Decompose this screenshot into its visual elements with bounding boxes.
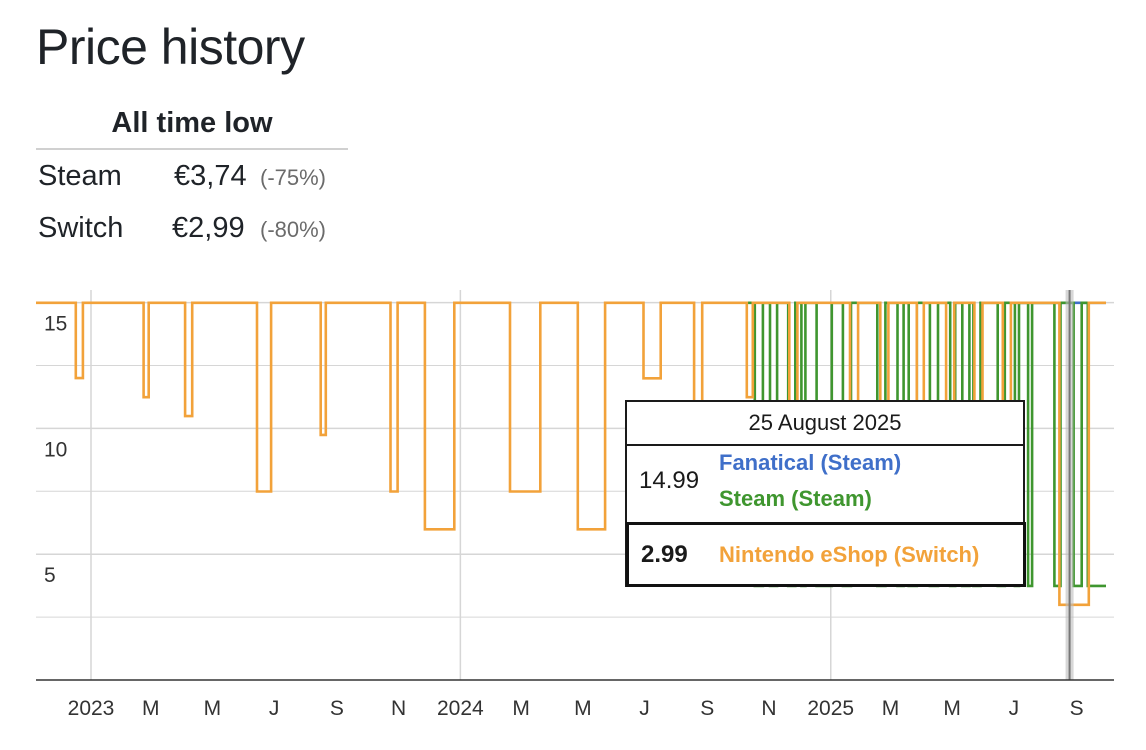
x-tick-label: 2025 (807, 697, 854, 720)
x-tick-label: M (882, 697, 900, 720)
y-tick-label: 10 (44, 438, 67, 461)
atl-platform: Switch (38, 212, 124, 244)
x-tick-label: N (761, 697, 776, 720)
cursor-layer (1065, 290, 1074, 680)
tooltip-store-steam: Steam (Steam) (719, 486, 872, 511)
x-tick-label: J (269, 697, 280, 720)
tooltip-group-highlighted: 2.99 Nintendo eShop (Switch) (626, 522, 1026, 587)
y-tick-label: 15 (44, 313, 67, 336)
all-time-low-heading: All time low (36, 103, 348, 150)
tooltip-store-nintendo: Nintendo eShop (Switch) (719, 542, 980, 567)
tooltip-group: 14.99 Fanatical (Steam) Steam (Steam) (627, 446, 1023, 520)
x-tick-label: M (574, 697, 592, 720)
x-tick-label: S (700, 697, 714, 720)
page-title: Price history (36, 19, 305, 75)
atl-row-switch: Switch €2,99 (-80%) (36, 202, 348, 254)
x-tick-label: J (639, 697, 650, 720)
atl-price: €2,99 (172, 212, 245, 244)
chart-tooltip: 25 August 2025 14.99 Fanatical (Steam) S… (625, 400, 1026, 587)
x-tick-label: S (330, 697, 344, 720)
axis-layer: 5 10 15 2023 M M J S N 2024 M M J S N 2025 M M J S (36, 313, 1114, 720)
x-tick-label: S (1070, 697, 1084, 720)
x-tick-label: N (391, 697, 406, 720)
x-tick-label: J (1009, 697, 1020, 720)
tooltip-date: 25 August 2025 (627, 402, 1023, 446)
all-time-low-table: All time low Steam €3,74 (-75%) Switch €… (36, 103, 348, 254)
x-tick-label: M (204, 697, 222, 720)
x-tick-label: 2024 (437, 697, 484, 720)
x-tick-label: M (943, 697, 961, 720)
atl-platform: Steam (38, 160, 122, 192)
atl-cut: (-80%) (260, 217, 327, 242)
atl-cut: (-75%) (260, 165, 327, 190)
tooltip-value: 2.99 (641, 541, 688, 568)
atl-price: €3,74 (174, 160, 247, 192)
x-tick-label: M (512, 697, 530, 720)
atl-row-steam: Steam €3,74 (-75%) (36, 150, 348, 202)
tooltip-store-fanatical: Fanatical (Steam) (719, 450, 902, 475)
tooltip-value: 14.99 (639, 467, 700, 494)
x-tick-label: M (142, 697, 160, 720)
x-tick-label: 2023 (68, 697, 115, 720)
y-tick-label: 5 (44, 564, 56, 587)
